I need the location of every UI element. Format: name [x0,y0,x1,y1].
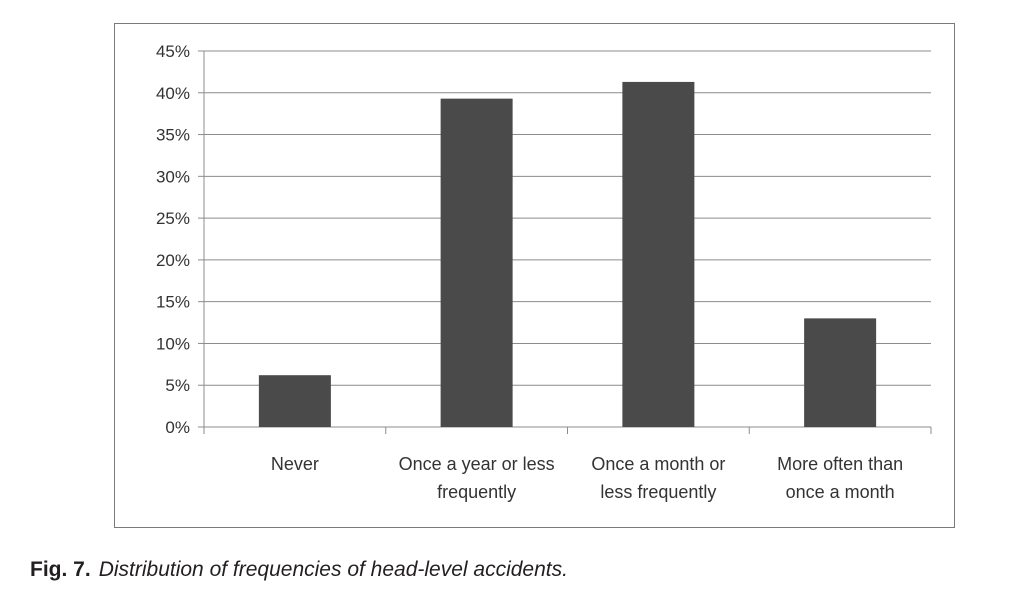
y-tick-label: 15% [156,293,190,312]
bar-chart: 0% 5% 10% 15% 20% 25% 30% 35% 40% 45% Never Once a … [156,42,932,502]
y-tick-label: 30% [156,167,190,186]
y-tick-label: 20% [156,251,190,270]
y-tick-label: 10% [156,334,190,353]
caption-label: Fig. 7. [30,558,91,581]
x-category-label: Once a year or less [399,454,555,474]
caption-text: Distribution of frequencies of head-leve… [98,558,568,581]
x-category-label: frequently [437,482,516,502]
y-tick-label: 40% [156,84,190,103]
x-category-label: once a month [786,482,895,502]
x-category-label: Once a month or [591,454,725,474]
y-tick-label: 5% [165,376,190,395]
x-category-label: Never [271,454,319,474]
bar [622,81,695,427]
y-tick-label: 45% [156,42,190,61]
bar [440,98,513,428]
x-category-label: More often than [777,454,903,474]
y-tick-label: 35% [156,126,190,145]
bar [258,375,331,427]
y-tick-label: 25% [156,209,190,228]
bar [804,318,877,427]
chart-frame: 0% 5% 10% 15% 20% 25% 30% 35% 40% 45% Never Once a … [114,23,955,528]
x-category-label: less frequently [600,482,716,502]
y-tick-label: 0% [165,418,190,437]
figure-caption: Fig. 7. Distribution of frequencies of he… [30,558,568,582]
